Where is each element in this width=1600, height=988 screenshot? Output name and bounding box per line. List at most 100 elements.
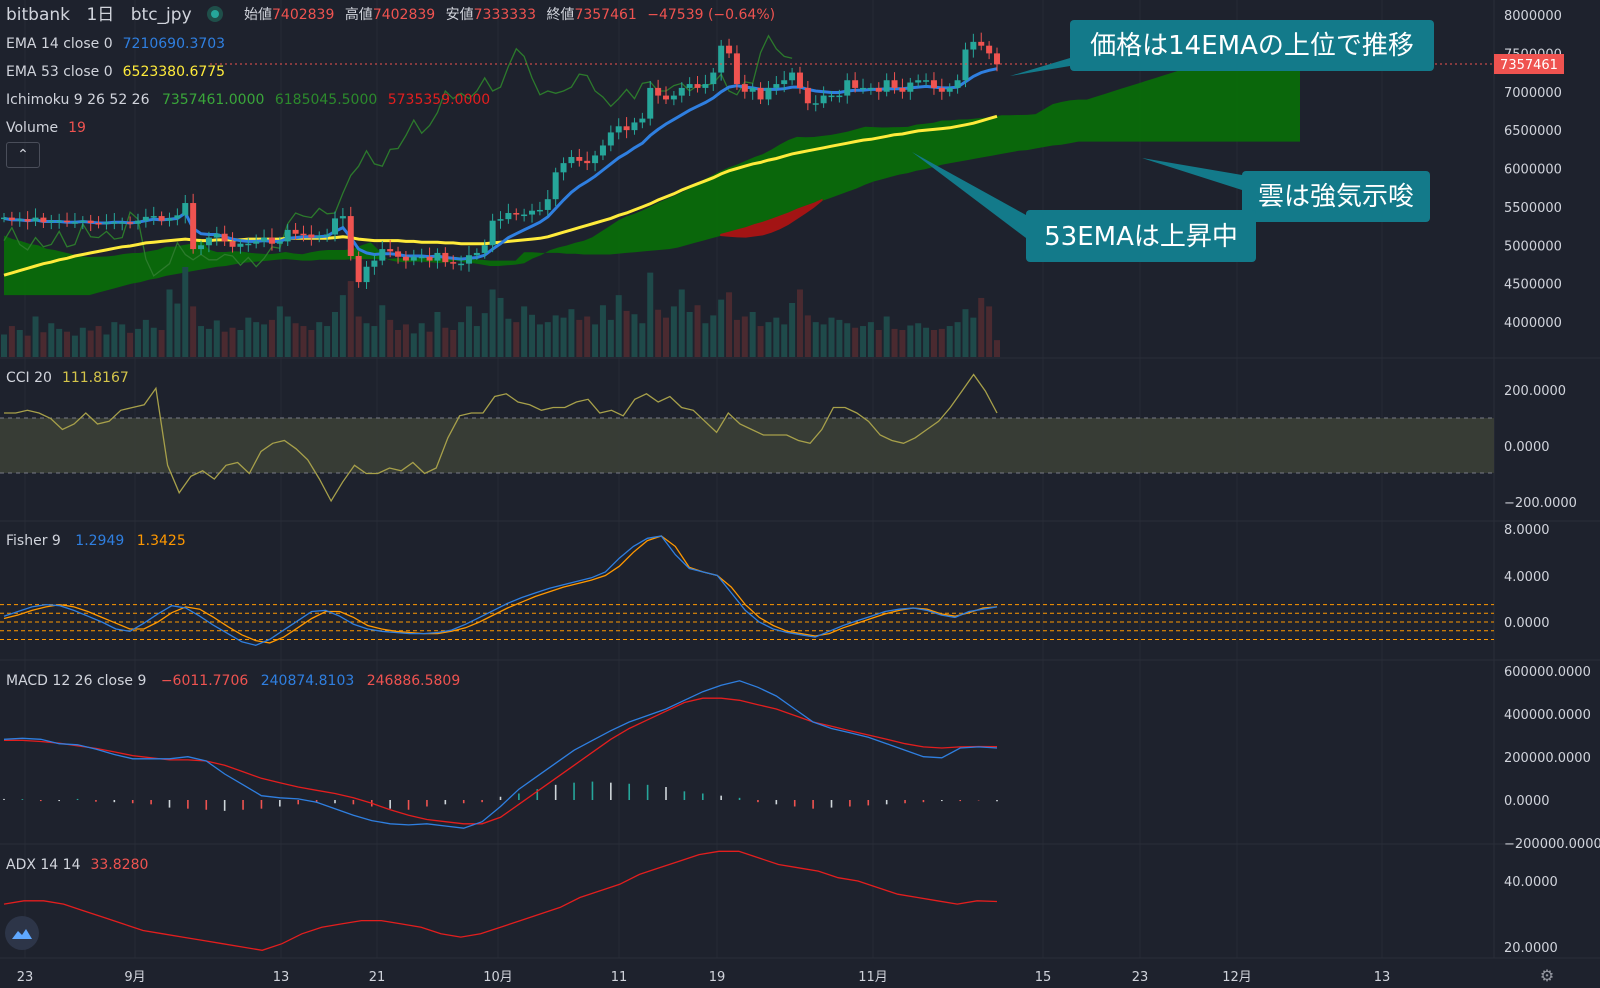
gear-icon[interactable]: ⚙ [1539, 965, 1555, 985]
candle-body [970, 41, 977, 50]
volume-bar [986, 306, 993, 357]
volume-bar [221, 331, 228, 357]
time-axis[interactable]: 23 9月 13 21 10月 11 19 11月 15 23 12月 13 [17, 970, 1391, 985]
candle-body [599, 145, 606, 156]
volume-bar [268, 319, 275, 357]
candle-body [844, 80, 851, 96]
cci-tick-label: 0.0000 [1504, 440, 1550, 455]
legend-ema53[interactable]: EMA 53 close 0 6523380.6775 [6, 64, 225, 80]
volume-bar [134, 328, 141, 357]
macd-histogram [3, 781, 998, 811]
volume-bar [875, 330, 882, 357]
time-tick-label: 23 [17, 970, 34, 985]
time-tick-label: 15 [1035, 970, 1052, 985]
candle-body [402, 256, 409, 261]
price-tick-label: 7000000 [1504, 86, 1562, 101]
volume-bar [402, 324, 409, 357]
time-tick-label: 13 [1374, 970, 1391, 985]
candle-body [198, 245, 205, 250]
candle-body [24, 219, 31, 222]
volume-bar [741, 316, 748, 357]
candle-body [733, 53, 740, 85]
cci-tick-label: 200.0000 [1504, 384, 1566, 399]
price-tick-label: 6000000 [1504, 163, 1562, 178]
time-tick-label: 21 [369, 970, 386, 985]
candle-body [79, 220, 86, 223]
candle-body [64, 220, 71, 223]
volume-bar [623, 310, 630, 357]
volume-bar [749, 312, 756, 357]
fisher-line [3, 535, 998, 646]
volume-bar [852, 327, 859, 357]
volume-bar [489, 289, 496, 357]
collapse-legend-button[interactable]: ⌃ [6, 142, 40, 168]
volume-bar [237, 330, 244, 357]
volume-bar [56, 328, 63, 357]
volume-bar [592, 324, 599, 357]
candle-body [489, 220, 496, 246]
fisher-trigger-line [3, 535, 998, 644]
candle-body [694, 84, 701, 88]
legend-macd[interactable]: MACD 12 26 close 9 −6011.7706 240874.810… [6, 673, 460, 689]
price-tick-label: 4000000 [1504, 316, 1562, 331]
volume-bar [79, 327, 86, 357]
candle-body [804, 87, 811, 104]
candle-body [568, 156, 575, 164]
volume-bar [923, 327, 930, 357]
header-line: bitbank 1日 btc_jpy [6, 5, 192, 25]
candle-body [552, 172, 559, 200]
legend-ema14[interactable]: EMA 14 close 0 7210690.3703 [6, 36, 225, 52]
candle-body [789, 72, 796, 81]
time-tick-label: 11月 [858, 970, 888, 985]
candle-body [521, 214, 528, 217]
candle-body [418, 256, 425, 259]
candle-body [458, 263, 465, 266]
candle-body [670, 95, 677, 100]
legend-fisher[interactable]: Fisher 9 1.2949 1.3425 [6, 533, 186, 549]
volume-bar [458, 322, 465, 357]
candle-body [339, 216, 346, 219]
legend-volume[interactable]: Volume 19 [6, 120, 86, 136]
volume-bar [261, 324, 268, 357]
cci-tick-label: −200.0000 [1504, 496, 1577, 511]
volume-bar [631, 314, 638, 357]
volume-bar [426, 331, 433, 357]
cloud-bull-area [4, 32, 1300, 296]
tradingview-logo[interactable] [5, 916, 39, 950]
candle-body [710, 72, 717, 85]
candle-body [324, 234, 331, 237]
volume-bar [64, 331, 71, 357]
candle-body [828, 95, 835, 98]
ohlc-low: 7333333 [474, 7, 536, 23]
candle-body [686, 84, 693, 88]
annotation-ema53-text: 53EMAは上昇中 [1044, 222, 1238, 252]
candle-body [852, 80, 859, 88]
volume-bar [16, 330, 23, 357]
volume-bar [796, 289, 803, 357]
volume-bar [119, 324, 126, 357]
volume-bar [205, 328, 212, 357]
volume-bar [836, 319, 843, 357]
legend-cci[interactable]: CCI 20 111.8167 [6, 370, 129, 386]
time-tick-label: 19 [709, 970, 726, 985]
candlesticks [1, 32, 1000, 289]
volume-bar [994, 340, 1000, 357]
ohlc-change: −47539 (−0.64%) [647, 7, 775, 23]
legend-ichimoku[interactable]: Ichimoku 9 26 52 26 7357461.0000 6185045… [6, 92, 490, 108]
volume-bar [158, 330, 165, 357]
fisher-tick-label: 4.0000 [1504, 570, 1550, 585]
volume-bar [505, 318, 512, 357]
candle-body [899, 87, 906, 92]
candle-body [190, 203, 197, 250]
volume-bar [773, 317, 780, 357]
candle-body [560, 163, 567, 173]
price-tick-label: 4500000 [1504, 278, 1562, 293]
volume-bar [962, 309, 969, 357]
candle-body [316, 236, 323, 238]
volume-bar [607, 319, 614, 357]
legend-adx[interactable]: ADX 14 14 33.8280 [6, 857, 148, 873]
candle-body [592, 155, 599, 164]
candle-body [308, 234, 315, 238]
volume-bar [497, 297, 504, 357]
